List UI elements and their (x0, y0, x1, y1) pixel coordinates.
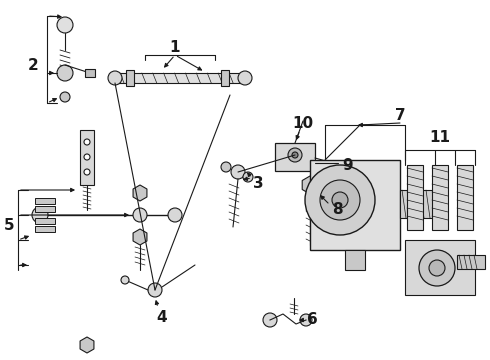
Bar (400, 190, 435, 218)
Circle shape (32, 207, 48, 223)
Bar (405, 240, 475, 295)
Circle shape (57, 65, 73, 81)
Circle shape (84, 169, 90, 175)
Circle shape (168, 208, 182, 222)
Circle shape (243, 172, 253, 182)
Bar (115, 73, 245, 83)
Bar (345, 250, 365, 270)
Circle shape (419, 250, 455, 286)
Circle shape (60, 92, 70, 102)
Bar (80, 130, 94, 185)
Text: 8: 8 (332, 202, 343, 217)
Circle shape (300, 314, 312, 326)
Bar (457, 255, 485, 269)
Bar (126, 70, 134, 86)
Bar (407, 165, 423, 230)
Text: 7: 7 (394, 108, 405, 122)
Circle shape (108, 71, 122, 85)
Circle shape (148, 283, 162, 297)
Text: 5: 5 (4, 217, 14, 233)
Circle shape (231, 165, 245, 179)
Bar (457, 165, 473, 230)
Polygon shape (133, 185, 147, 201)
Circle shape (320, 180, 360, 220)
Bar (221, 70, 229, 86)
Polygon shape (302, 176, 318, 194)
Circle shape (84, 139, 90, 145)
Polygon shape (133, 229, 147, 245)
Circle shape (121, 276, 129, 284)
Text: 1: 1 (170, 40, 180, 55)
Circle shape (221, 162, 231, 172)
Circle shape (429, 260, 445, 276)
Text: 2: 2 (27, 58, 38, 72)
Circle shape (238, 71, 252, 85)
Text: 3: 3 (253, 175, 263, 190)
Text: 6: 6 (307, 312, 318, 328)
Circle shape (288, 148, 302, 162)
Polygon shape (80, 337, 94, 353)
Bar (35, 226, 55, 232)
Circle shape (84, 154, 90, 160)
Bar (35, 198, 55, 204)
Circle shape (57, 17, 73, 33)
Text: 4: 4 (157, 310, 167, 325)
Bar (310, 160, 400, 250)
Text: 10: 10 (293, 116, 314, 130)
Circle shape (263, 313, 277, 327)
Circle shape (332, 192, 348, 208)
Circle shape (133, 208, 147, 222)
Bar (275, 143, 315, 171)
Bar (432, 165, 448, 230)
Circle shape (292, 152, 298, 158)
Text: 9: 9 (343, 158, 353, 172)
Text: 11: 11 (430, 130, 450, 144)
Circle shape (305, 165, 375, 235)
Bar (85, 69, 95, 77)
Bar (35, 218, 55, 224)
Bar (35, 206, 55, 212)
